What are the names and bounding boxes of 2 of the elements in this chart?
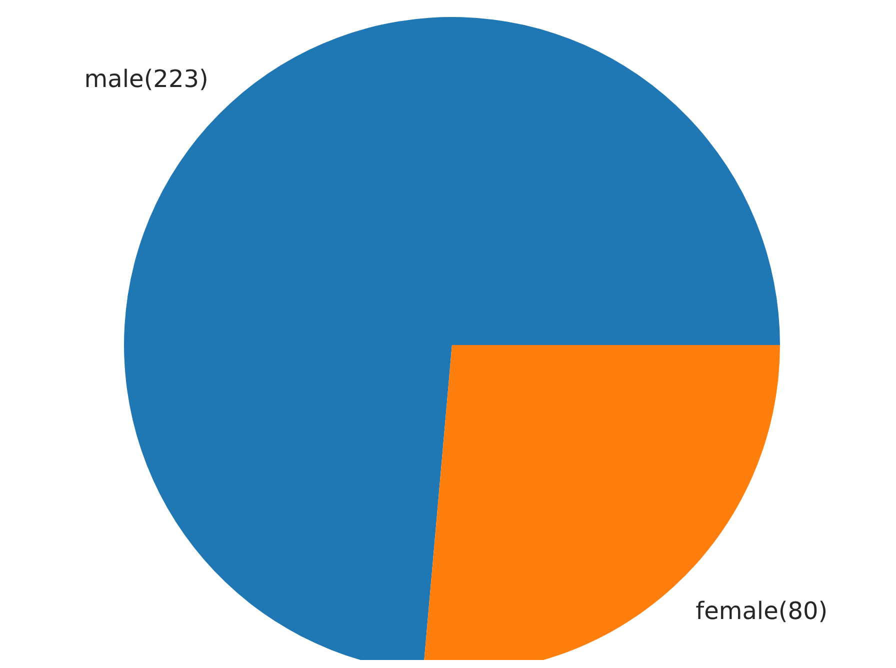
slice-label: male(223) <box>84 64 208 93</box>
slice-label: female(80) <box>696 597 828 626</box>
